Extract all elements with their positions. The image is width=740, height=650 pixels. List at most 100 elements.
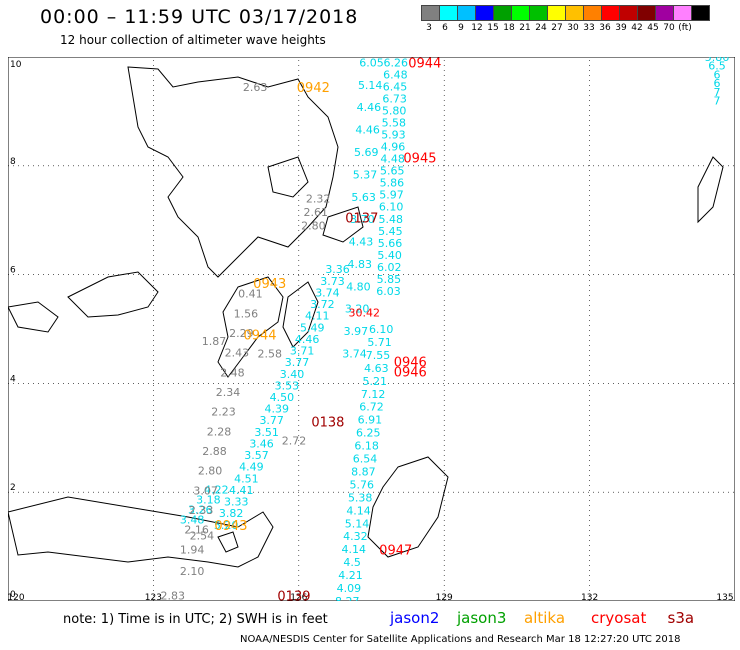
wave-height-value: 6.10 (379, 201, 404, 214)
x-tick-label: 126 (290, 593, 307, 601)
legend-altika: altika (524, 609, 566, 627)
pass-time-label: 0942 (297, 81, 330, 96)
wave-height-value: 4.41 (229, 484, 254, 497)
scale-label: 45 (647, 23, 659, 33)
wave-height-value: 0.41 (238, 288, 263, 301)
wave-height-value: 3.40 (280, 368, 305, 381)
legend-jason2: jason2 (390, 609, 440, 627)
wave-height-value: 3.97 (344, 325, 369, 338)
wave-height-value: 2.29 (229, 327, 254, 340)
scale-label: 18 (503, 23, 515, 33)
wave-height-value: 3.53 (275, 379, 300, 392)
wave-height-value: 4.63 (364, 362, 389, 375)
scale-swatch (475, 5, 494, 21)
wave-height-value: 5.48 (379, 213, 404, 226)
wave-height-value: 4.49 (239, 461, 264, 474)
altimeter-map: 120 123 126 129 132 135 0 2 4 6 8 10 6.05 5.14 4.46 4.… (8, 57, 735, 601)
scale-label: 39 (615, 23, 627, 33)
wave-height-value: 7.12 (361, 388, 386, 401)
wave-height-value: 6.25 (356, 427, 381, 440)
pass-time-label: 0946 (394, 365, 427, 380)
wave-height-value: 4.46 (355, 124, 380, 137)
wave-height-value: 4.32 (343, 530, 368, 543)
wave-height-value: 4.51 (234, 472, 259, 485)
wave-height-value: 6.54 (353, 453, 378, 466)
wave-height-value: 6 (714, 77, 721, 90)
wave-height-value: 5.63 (351, 191, 376, 204)
wave-height-value: 6.10 (369, 323, 394, 336)
wave-height-value: 5.69 (354, 146, 379, 159)
wave-height-value: 4.39 (265, 403, 290, 416)
scale-label: 9 (458, 23, 464, 33)
wave-height-value: 4.09 (337, 582, 362, 595)
wave-height-value: 3.71 (290, 345, 315, 358)
x-tick-label: 129 (436, 593, 453, 601)
scale-label: 6 (442, 23, 448, 33)
scale-swatch (691, 5, 710, 21)
y-tick-label: 4 (10, 374, 16, 384)
wave-height-value: 3.46 (249, 437, 274, 450)
wave-height-value: 1.94 (180, 543, 205, 556)
track-values: 6.05 5.14 4.46 4.46 5.69 5.37 5.63 3.70 4.43 4.83… (161, 57, 730, 601)
wave-height-value: 6.45 (383, 80, 408, 93)
scale-swatch (511, 5, 530, 21)
wave-height-value: 5.20 (214, 519, 239, 532)
pass-time-label: 0137 (345, 211, 378, 226)
wave-height-value: 4.80 (346, 280, 371, 293)
wave-height-value: 6.72 (359, 401, 384, 414)
wave-height-value: 3.33 (224, 496, 249, 509)
scale-swatch (601, 5, 620, 21)
wave-height-value: 3.48 (180, 513, 205, 526)
y-tick-label: 0 (10, 590, 16, 600)
x-tick-label: 120 (8, 593, 25, 601)
wave-height-value: 3.57 (244, 449, 269, 462)
wave-height-value: 2.83 (161, 590, 186, 601)
scale-swatch (565, 5, 584, 21)
wave-height-value: 7 (714, 95, 721, 108)
x-tick-label: 132 (581, 593, 598, 601)
pass-time-label: 0139 (277, 590, 310, 601)
wave-height-value: 2.33 (189, 504, 214, 517)
wave-height-value: 3.26 (188, 503, 213, 516)
wave-height-value: 3.36 (325, 263, 350, 276)
wave-height-value: 3.18 (196, 493, 221, 506)
y-tick-label: 2 (10, 483, 16, 493)
scale-label: 12 (471, 23, 483, 33)
wave-height-value: 7.55 (366, 349, 391, 362)
legend-cryosat: cryosat (591, 609, 647, 627)
credit-line: NOAA/NESDIS Center for Satellite Applica… (240, 634, 681, 645)
wave-height-value: 2.10 (180, 565, 205, 578)
wave-height-value: 2.61 (304, 206, 329, 219)
wave-height-value: 5.85 (377, 273, 402, 286)
scale-label: 70 (663, 23, 675, 33)
wave-height-value: 2.34 (216, 386, 241, 399)
wave-height-value: 2.16 (184, 524, 209, 537)
wave-height-value: 3.73 (320, 275, 345, 288)
wave-height-value: 5.93 (381, 129, 406, 142)
wave-height-value: 6.91 (358, 414, 383, 427)
wave-height-value: 5.86 (705, 57, 730, 64)
wave-height-value: 5.97 (379, 189, 404, 202)
wave-height-value: 2.63 (243, 81, 268, 94)
pass-time-label: 0943 (253, 277, 286, 292)
pass-time-label: 0947 (379, 543, 412, 558)
x-tick-label: 135 (716, 593, 733, 601)
scale-swatch (493, 5, 512, 21)
wave-height-value: 5.49 (300, 321, 325, 334)
y-tick-label: 10 (10, 60, 22, 70)
wave-height-value: 2.28 (207, 425, 232, 438)
wave-height-value: 6.02 (377, 261, 402, 274)
pass-time-label: 0943 (214, 519, 247, 534)
pass-time-label: 0944 (243, 328, 276, 343)
legend-s3a: s3a (667, 609, 695, 627)
wave-height-value: 2.32 (306, 192, 331, 205)
wave-height-value: 3.51 (254, 426, 279, 439)
pass-time-label: 0945 (403, 152, 436, 167)
wave-height-value: 5.21 (362, 375, 387, 388)
pass-time-label: 0944 (408, 57, 441, 71)
wave-height-value: 6.26 (383, 57, 408, 69)
wave-height-value: 4.5 (343, 556, 361, 569)
footer-note: note: 1) Time is in UTC; 2) SWH is in fe… (63, 612, 328, 627)
wave-height-value: 4.48 (380, 153, 405, 166)
